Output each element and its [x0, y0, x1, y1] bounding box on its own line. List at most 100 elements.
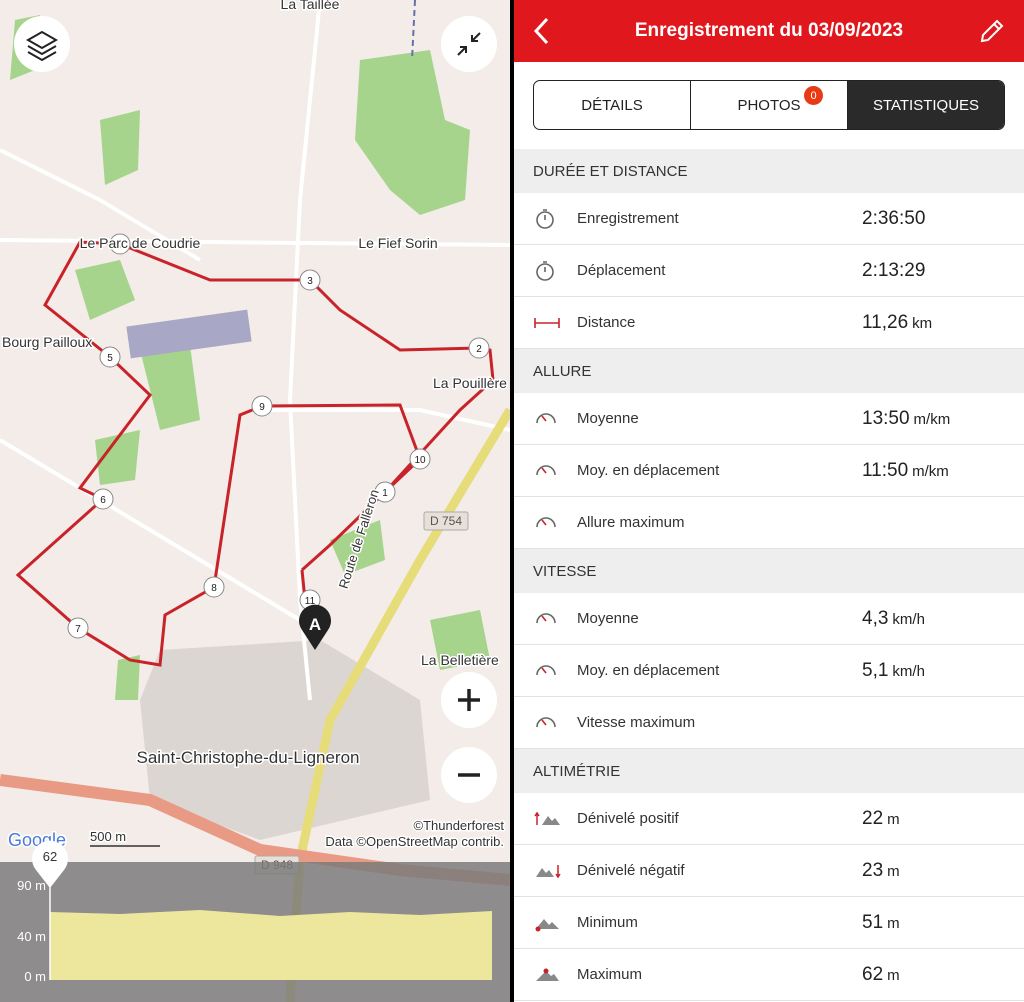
- stat-icon: [536, 613, 556, 624]
- marker-label: A: [309, 615, 321, 634]
- stat-icon: [536, 465, 556, 476]
- tab[interactable]: PHOTOS 0: [691, 81, 848, 129]
- cursor-bubble: [31, 840, 69, 888]
- area: [126, 309, 252, 359]
- stat-unit: km/h: [892, 610, 925, 628]
- stat-icon: [536, 261, 554, 281]
- stat-value: 13:50: [862, 407, 910, 429]
- stat-value-box: 4,3 km/h: [862, 608, 925, 630]
- axis-label: 90 m: [17, 878, 46, 893]
- marker-pin: [299, 604, 331, 650]
- stat-value: 51: [862, 911, 884, 933]
- tab[interactable]: STATISTIQUES: [848, 81, 1004, 129]
- stat-row: Minimum 51 m: [514, 897, 1024, 949]
- shield: [423, 511, 469, 531]
- waypoint-label: 5: [107, 353, 113, 364]
- tiles-attribution: ©Thunderforest: [413, 818, 504, 833]
- section-title: ALLURE: [514, 349, 1024, 393]
- urban-area: [140, 640, 430, 840]
- stat-label: Vitesse maximum: [577, 714, 696, 731]
- wood: [100, 110, 140, 185]
- stat-label: Minimum: [577, 914, 638, 931]
- stat-value-box: 23 m: [862, 860, 900, 882]
- stat-icon: [534, 811, 560, 825]
- waypoint: [67, 617, 89, 639]
- axis-label: 0 m: [24, 969, 46, 984]
- stat-row: Dénivelé positif 22 m: [514, 793, 1024, 845]
- stat-label: Dénivelé positif: [577, 810, 679, 827]
- stat-unit: m: [887, 966, 900, 984]
- waypoint: [409, 448, 431, 470]
- place-label: La Belletière: [421, 652, 499, 668]
- layers-button[interactable]: [14, 16, 70, 72]
- stat-row: Moyenne 13:50 m/km: [514, 393, 1024, 445]
- stat-label: Moy. en déplacement: [577, 462, 720, 479]
- stat-row: Dénivelé négatif 23 m: [514, 845, 1024, 897]
- stat-row: Moyenne 4,3 km/h: [514, 593, 1024, 645]
- stat-label: Enregistrement: [577, 210, 679, 227]
- stat-value-box: 2:13:29: [862, 260, 925, 282]
- boundary: [411, 0, 416, 61]
- wood: [140, 345, 200, 430]
- header: Enregistrement du 03/09/2023: [514, 0, 1024, 62]
- section-title: VITESSE: [514, 549, 1024, 593]
- road: [287, 0, 322, 701]
- stat-row: Moy. en déplacement 5,1 km/h: [514, 645, 1024, 697]
- stat-label: Distance: [577, 314, 636, 331]
- collapse-icon: [457, 32, 481, 56]
- back-button[interactable]: [532, 16, 552, 46]
- waypoint-label: 2: [476, 344, 482, 355]
- axis-label: 40 m: [17, 929, 46, 944]
- tab[interactable]: DÉTAILS: [534, 81, 691, 129]
- stat-unit: km: [912, 314, 933, 332]
- stat-label: Moyenne: [577, 610, 639, 627]
- profile-area: [50, 910, 492, 980]
- stat-icon: [536, 968, 559, 981]
- layers-icon: [25, 30, 59, 62]
- stat-unit: km/h: [892, 662, 925, 680]
- stat-value: 22: [862, 807, 884, 829]
- tab-label: PHOTOS: [737, 96, 801, 114]
- stat-label: Moyenne: [577, 410, 639, 427]
- waypoint: [251, 395, 273, 417]
- map-controls: [14, 16, 497, 803]
- waypoint-label: 3: [307, 276, 313, 287]
- stat-value-box: 51 m: [862, 912, 900, 934]
- stat-value: 11:50: [862, 459, 909, 481]
- stat-icon: [536, 209, 554, 229]
- road: [0, 148, 202, 262]
- stat-icon: [534, 318, 560, 328]
- stat-icon: [536, 517, 556, 528]
- stat-value-box: 22 m: [862, 808, 900, 830]
- stat-value-box: 5,1 km/h: [862, 660, 925, 682]
- stat-value: 2:36:50: [862, 207, 926, 229]
- stat-value-box: 11:50 m/km: [862, 460, 949, 482]
- waypoint: [109, 233, 131, 255]
- stat-value-box: 13:50 m/km: [862, 408, 950, 430]
- stat-label: Dénivelé négatif: [577, 862, 685, 879]
- road-label: D 754: [430, 514, 462, 528]
- map: 1 2 3 4 5 6 7 8 9 10 11 La Taillée Le Parc de Coud…: [0, 0, 510, 1002]
- stat-row: Allure maximum: [514, 497, 1024, 549]
- stat-icon: [536, 717, 556, 728]
- place-label: Le Parc de Coudrie: [80, 235, 201, 251]
- stat-row: Maximum 62 m: [514, 949, 1024, 1001]
- stat-row: Distance 11,26 km: [514, 297, 1024, 349]
- wood: [430, 610, 490, 670]
- place-label: Le Fief Sorin: [358, 235, 437, 251]
- tabs: DÉTAILS PHOTOS 0 STATISTIQUES: [533, 80, 1005, 130]
- waypoint-label: 1: [382, 488, 388, 499]
- waypoint-label: 6: [100, 495, 106, 506]
- stat-label: Déplacement: [577, 262, 666, 279]
- elevation-profile: 62 90 m 40 m 0 m: [0, 840, 510, 1002]
- stat-icon: [536, 865, 561, 879]
- waypoint: [203, 576, 225, 598]
- stat-unit: m/km: [913, 410, 951, 428]
- stat-value: 23: [862, 859, 884, 881]
- stat-label: Allure maximum: [577, 514, 685, 531]
- stat-icon: [536, 413, 556, 424]
- section-title: ALTIMÉTRIE: [514, 749, 1024, 793]
- collapse-button[interactable]: [441, 16, 497, 72]
- edit-button[interactable]: [978, 17, 1006, 45]
